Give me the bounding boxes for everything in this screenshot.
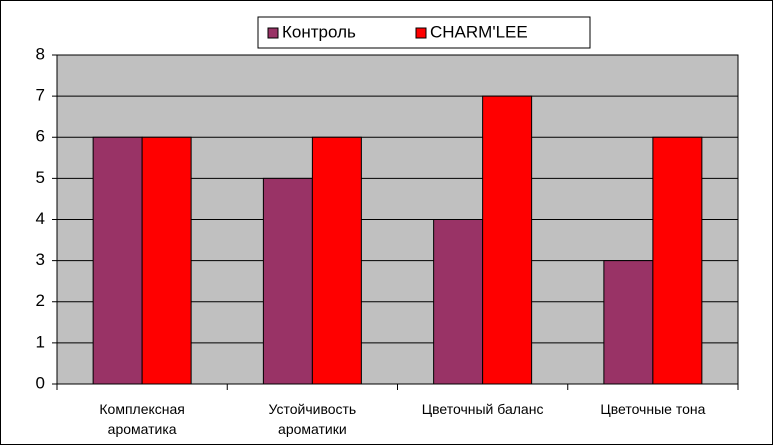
bar — [433, 219, 484, 385]
x-tick-label: Цветочный баланс — [421, 401, 544, 417]
x-tick-label: Устойчивость ароматики — [268, 401, 357, 437]
legend-label: Контроль — [282, 22, 356, 41]
y-tick-label: 5 — [36, 168, 45, 187]
y-tick-label: 3 — [36, 250, 45, 269]
bar — [603, 260, 654, 385]
y-tick-label: 7 — [36, 86, 45, 105]
bar — [311, 136, 362, 385]
y-tick-label: 2 — [36, 291, 45, 310]
bar — [92, 136, 143, 385]
y-tick-label: 4 — [36, 209, 45, 228]
bar — [262, 177, 313, 385]
legend-label: CHARM'LEE — [430, 22, 528, 41]
legend-swatch — [415, 27, 427, 39]
bar — [652, 136, 703, 385]
bar — [482, 95, 533, 385]
plot-border — [56, 54, 739, 385]
y-tick-label: 0 — [36, 373, 45, 392]
legend-swatch — [267, 27, 279, 39]
bar — [141, 136, 192, 385]
y-tick-label: 8 — [36, 44, 45, 63]
x-tick-label: Комплексная ароматика — [99, 401, 185, 437]
x-tick-label: Цветочные тона — [600, 401, 706, 417]
y-tick-label: 6 — [36, 127, 45, 146]
y-tick-label: 1 — [36, 332, 45, 351]
